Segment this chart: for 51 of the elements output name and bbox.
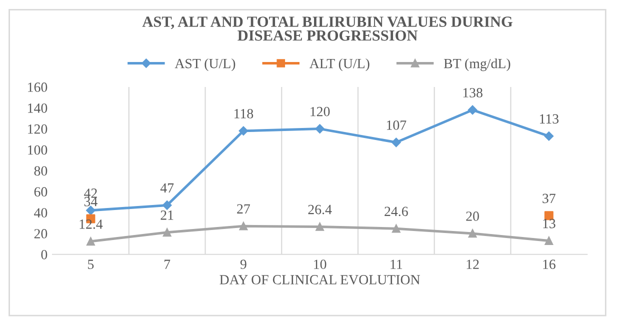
point (544, 132, 554, 141)
y-tick-label: 0 (41, 250, 48, 260)
point (468, 105, 478, 115)
data-label: 12.4 (80, 220, 103, 229)
y-tick-label: 80 (34, 166, 48, 176)
y-tick-label: 120 (28, 124, 48, 134)
data-label: 27 (237, 204, 250, 214)
x-tick-label: 11 (390, 260, 402, 269)
data-label: 37 (542, 194, 556, 204)
point (239, 222, 248, 230)
data-label: 20 (466, 212, 479, 221)
x-tick-label: 9 (240, 260, 246, 270)
x-tick-label: 5 (88, 260, 94, 270)
point (315, 124, 324, 134)
legend-label: AST (U/L) (174, 58, 236, 72)
x-tick-label: 7 (164, 260, 170, 269)
data-label: 113 (540, 114, 559, 124)
point (468, 229, 477, 238)
point (162, 200, 172, 210)
data-label: 120 (310, 106, 330, 116)
data-label: 13 (543, 218, 556, 228)
point (238, 126, 248, 136)
y-tick-label: 140 (28, 103, 48, 113)
data-label: 34 (84, 196, 98, 206)
data-label: 138 (463, 88, 482, 98)
x-tick-label: 16 (543, 260, 556, 270)
chart-title: AST, ALT AND TOTAL BILIRUBIN VALUES DURING DISEASE PROGRESSION (142, 16, 512, 41)
data-label: 47 (160, 183, 174, 193)
point (392, 138, 401, 148)
y-tick-label: 40 (34, 208, 48, 218)
data-label: 21 (160, 210, 174, 220)
y-tick-label: 160 (28, 82, 48, 92)
point (86, 206, 96, 216)
x-axis-title: DAY OF CLINICAL EVOLUTION (220, 275, 420, 284)
data-label: 107 (386, 120, 406, 130)
point (86, 237, 95, 246)
y-tick-label: 60 (34, 187, 48, 197)
data-label: 118 (234, 108, 254, 118)
y-tick-label: 20 (34, 229, 48, 238)
point (544, 236, 554, 245)
data-label: 24.6 (384, 206, 408, 216)
point (316, 222, 324, 231)
x-tick-label: 10 (314, 260, 326, 270)
point (162, 228, 172, 237)
legend-label: ALT (U/L) (309, 58, 370, 72)
data-label: 26.4 (308, 204, 332, 214)
legend-label: BT (mg/dL) (444, 58, 510, 72)
data-label: 42 (84, 188, 97, 198)
point (392, 224, 400, 233)
y-tick-label: 100 (28, 145, 48, 155)
x-tick-label: 12 (466, 260, 479, 269)
